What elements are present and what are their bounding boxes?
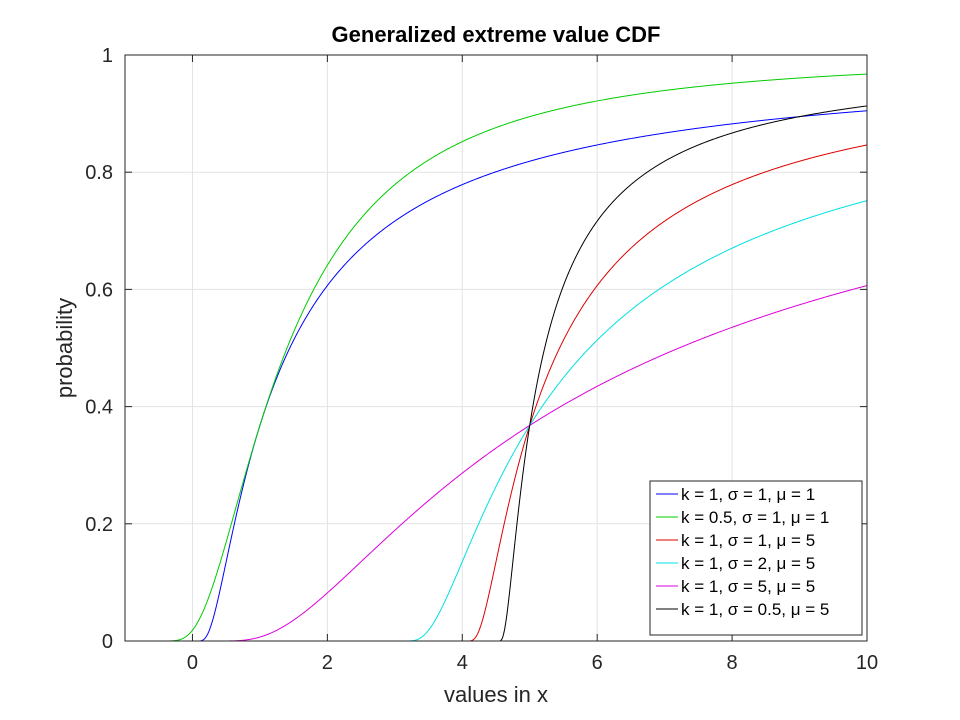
chart-title: Generalized extreme value CDF bbox=[332, 22, 661, 47]
x-tick-label: 2 bbox=[322, 652, 333, 674]
legend-box bbox=[649, 480, 863, 636]
y-tick-label: 0.8 bbox=[85, 162, 113, 184]
series-line-5 bbox=[125, 285, 868, 642]
x-axis-label: values in x bbox=[444, 682, 548, 707]
legend-entry-label: k = 1, σ = 2, μ = 5 bbox=[681, 554, 815, 573]
axis-ticks: 0 2 4 6 8 10 0 0.2 0.4 0.6 0.8 1 bbox=[85, 45, 878, 674]
legend-entry-label: k = 1, σ = 5, μ = 5 bbox=[681, 577, 815, 596]
legend: k = 1, σ = 1, μ = 1 k = 0.5, σ = 1, μ = 1… bbox=[649, 480, 863, 636]
legend-entry-label: k = 1, σ = 0.5, μ = 5 bbox=[681, 600, 829, 619]
y-tick-label: 0.2 bbox=[85, 514, 113, 536]
x-tick-label: 0 bbox=[187, 652, 198, 674]
legend-entry-label: k = 0.5, σ = 1, μ = 1 bbox=[681, 508, 829, 527]
legend-entry-label: k = 1, σ = 1, μ = 5 bbox=[681, 531, 815, 550]
y-tick-label: 0.6 bbox=[85, 279, 113, 301]
y-axis-label: probability bbox=[52, 298, 77, 398]
plot-frame bbox=[124, 54, 868, 642]
series-line-2 bbox=[125, 73, 868, 642]
y-tick-label: 1 bbox=[102, 45, 113, 67]
x-tick-label: 10 bbox=[856, 652, 878, 674]
y-tick-label: 0 bbox=[102, 631, 113, 653]
legend-entry-label: k = 1, σ = 1, μ = 1 bbox=[681, 485, 815, 504]
y-tick-label: 0.4 bbox=[85, 397, 113, 419]
x-tick-label: 8 bbox=[727, 652, 738, 674]
x-tick-label: 4 bbox=[457, 652, 468, 674]
x-tick-label: 6 bbox=[592, 652, 603, 674]
